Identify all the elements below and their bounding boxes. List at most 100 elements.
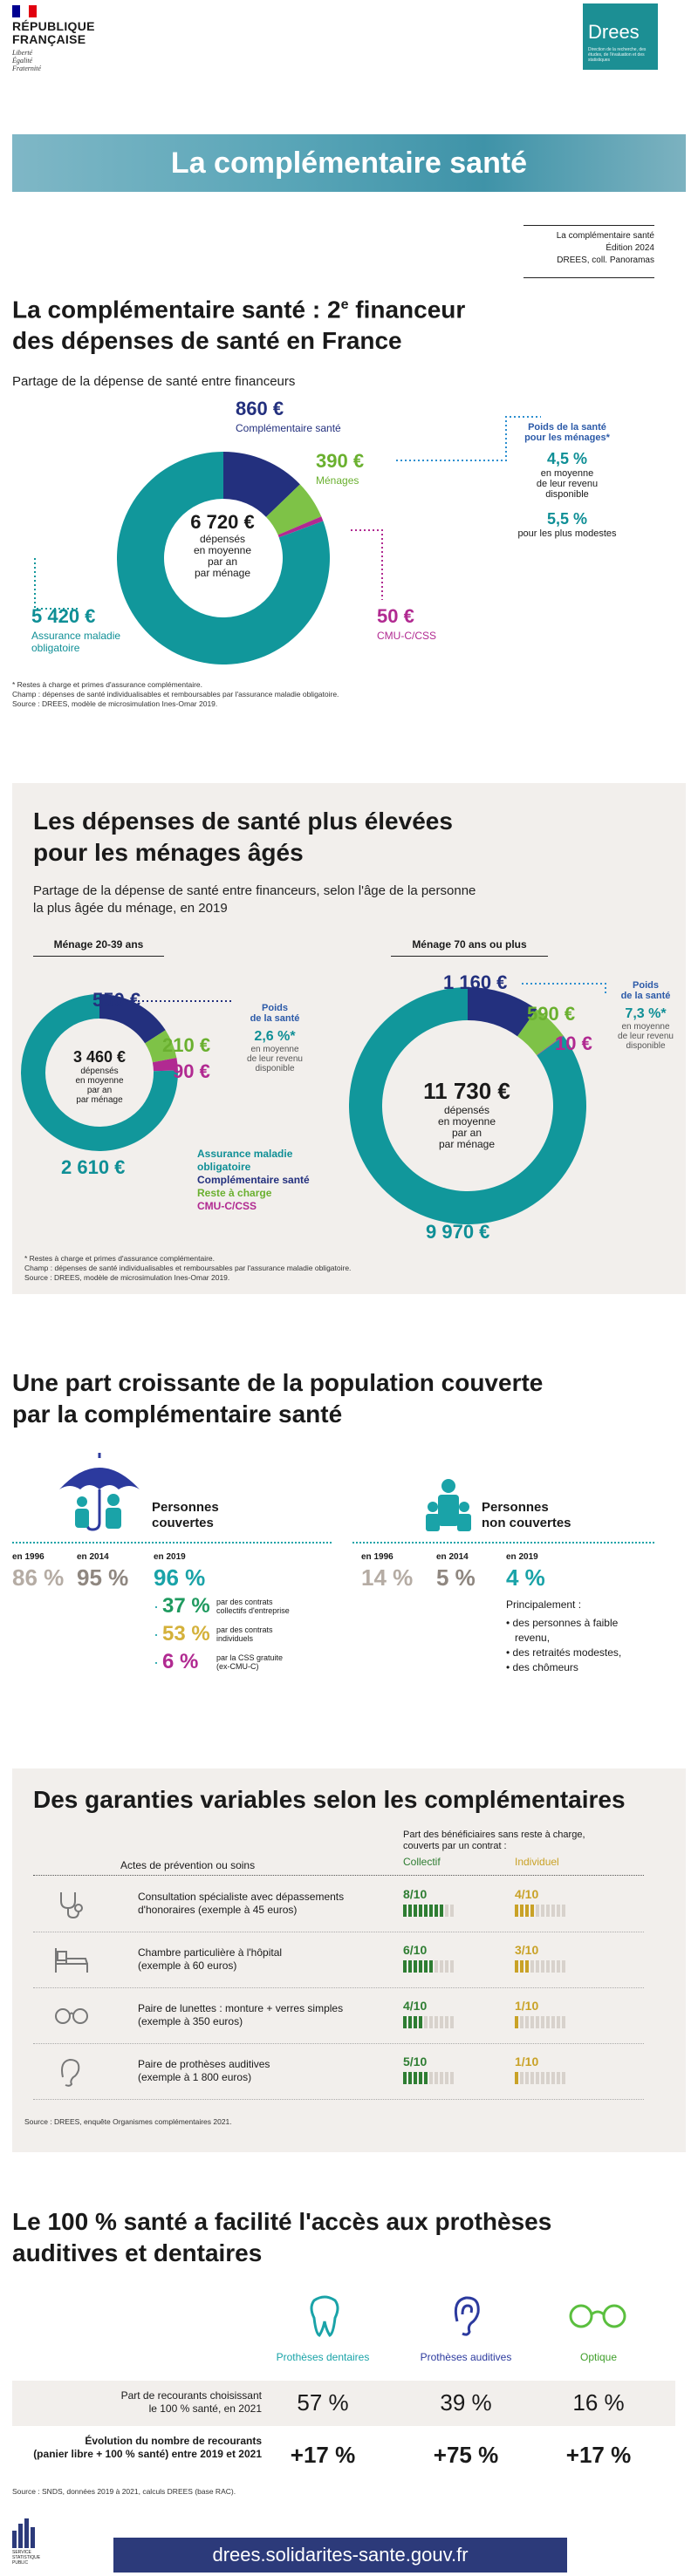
nc-bullet-2: • des retraités modestes, [506,1646,622,1659]
s4-header-divider [33,1875,644,1876]
score-bar [445,1960,448,1973]
donut-1 [116,452,330,664]
sub2-text-2: individuels [216,1634,254,1643]
s4-share-hdr-1: Part des bénéficiaires sans reste à char… [403,1830,585,1840]
guarantee-row: Paire de lunettes : monture + verres sim… [33,1988,644,2044]
score-bar [557,1960,560,1973]
s2-old-poids: Poids de la santé 7,3 %* en moyenne de l… [611,980,681,1051]
breakdown-row-1: · 37 % par des contrats collectifs d'entr… [154,1592,337,1620]
sub2-value: 53 % [162,1622,210,1646]
meta-divider-top [524,225,654,226]
score-bar [408,2016,412,2028]
score-bar [515,2072,518,2084]
legend-cmu: CMU-C/CSS [197,1200,257,1212]
score-bar [445,2016,448,2028]
score-bar [408,2072,412,2084]
glasses-icon [569,2304,626,2328]
score-bar [562,1960,565,1973]
s2-y-pct: 2,6 %* [254,1029,296,1044]
cmu-leader [351,529,383,600]
score-bar [435,1960,438,1973]
s5-r1-optique: 16 % [572,2389,625,2416]
cov-2019: 96 % [154,1564,206,1591]
score-bar [525,2072,529,2084]
nc-y2014: en 2014 [436,1552,469,1562]
collectif-score-bars [403,2016,454,2028]
sub1-text-1: par des contrats [216,1598,273,1606]
score-bar [546,2072,550,2084]
section4-title: Des garanties variables selon les complé… [33,1786,626,1813]
nc-y2019: en 2019 [506,1552,538,1562]
s1-center-value: 6 720 € [190,511,255,533]
drees-word: Drees [588,21,640,43]
nc-1996: 14 % [361,1564,414,1591]
section5-title-1: Le 100 % santé a facilité l'accès aux pr… [12,2208,552,2235]
section3-title-2: par la complémentaire santé [12,1400,343,1428]
s5-source: Source : SNDS, données 2019 à 2021, calc… [12,2487,236,2496]
ear-icon [454,2296,480,2336]
nc-y1996: en 1996 [361,1552,393,1562]
score-bar [546,2016,550,2028]
meta-line-1: La complémentaire santé [556,231,654,241]
cov-y1996: en 1996 [12,1552,44,1562]
nc-b1-2: revenu, [515,1632,551,1644]
s2-op-1: Poids [633,980,659,991]
old-slice-cmu [536,1035,565,1056]
nc-principalement: Principalement : [506,1598,582,1611]
meta-line-2: Édition 2024 [606,243,654,253]
score-bar [525,1960,529,1973]
s5-row1-label: Part de recourants choisissant le 100 % … [52,2389,262,2416]
s5-r1-lbl-1: Part de recourants choisissant [120,2389,262,2402]
score-bar [414,2072,417,2084]
nc-bullet-3: • des chômeurs [506,1661,578,1673]
s2-old-header: Ménage 70 ans ou plus [391,938,548,957]
score-bar [424,2016,428,2028]
meta-divider-bottom [524,277,654,278]
guarantee-label: Paire de prothèses auditives (exemple à 1… [138,2058,400,2084]
s1-p2-txt: pour les plus modestes [517,528,617,539]
s2-lead-1: Partage de la dépense de santé entre fin… [33,883,476,898]
s4-share-header: Part des bénéficiaires sans reste à char… [403,1830,585,1852]
section1-donut-chart [34,416,541,664]
score-bar [440,2072,443,2084]
slice-menages [265,484,322,535]
section5-title: Le 100 % santé a facilité l'accès aux pr… [12,2206,658,2269]
score-bar [536,1905,539,1917]
s1-men-label: Ménages [316,474,359,487]
s2-notes: * Restes à charge et primes d'assurance … [24,1254,548,1283]
s1-poids-2: pour les ménages* [524,433,610,443]
not-covered-divider [352,1542,654,1544]
collectif-score-label: 6/10 [403,1943,428,1957]
section2-title: Les dépenses de santé plus élevées pour … [33,806,644,869]
score-bar [557,2016,560,2028]
stat-caption: SERVICE STATISTIQUE PUBLIC [12,2550,41,2566]
s2-ypt-1: en moyenne [250,1045,299,1054]
young-slice-assurance-maladie [21,994,178,1151]
tooth-icon [310,2295,339,2337]
score-bar [419,1905,422,1917]
s1-poids-block: Poids de la santé pour les ménages* 4,5 … [515,422,619,539]
service-statistique-logo: SERVICE STATISTIQUE PUBLIC [12,2518,47,2566]
sub2-text-1: par des contrats [216,1625,273,1634]
s1-center-txt-3: par an [207,555,238,568]
score-bar [515,1905,518,1917]
guarantee-label-1: Consultation spécialiste avec dépassemen… [138,1891,345,1903]
score-bar [551,2016,555,2028]
drees-website-link[interactable]: drees.solidarites-sante.gouv.fr [113,2538,567,2573]
nc-b1-1: des personnes à faible [512,1617,619,1629]
s2-y-comp: 550 € [92,989,141,1011]
s1-cmu-label: CMU-C/CSS [377,630,436,642]
s2-lead-2: la plus âgée du ménage, en 2019 [33,901,228,916]
sub1-text: par des contrats collectifs d'entreprise [216,1598,290,1615]
section3-title: Une part croissante de la population cou… [12,1367,640,1430]
score-bar [551,1905,555,1917]
collectif-score-label: 5/10 [403,2055,428,2068]
collectif-score-label: 8/10 [403,1887,428,1901]
col-optique: Optique [579,2351,618,2363]
covered-label-1: Personnes [152,1500,219,1515]
sub2-text: par des contrats individuels [216,1625,273,1643]
s1-note-3: Source : DREES, modèle de microsimulatio… [12,699,218,708]
s5-r2-dentaires: +17 % [290,2442,356,2468]
score-bar [440,1960,443,1973]
donut-old [349,987,586,1224]
